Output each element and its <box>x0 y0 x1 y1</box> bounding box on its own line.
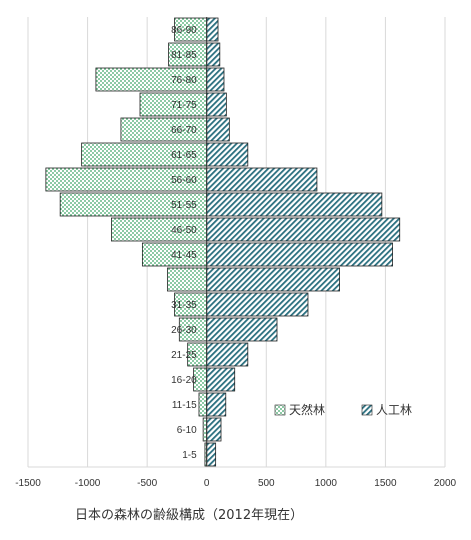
x-tick-label: -1500 <box>15 478 41 489</box>
bar-natural-6-10 <box>202 417 208 442</box>
category-label: 71-75 <box>171 100 197 111</box>
x-tick-label: 2000 <box>434 478 457 489</box>
bar-planted-6-10 <box>206 417 222 442</box>
category-label: 6-10 <box>177 425 197 436</box>
x-tick-label: -1000 <box>75 478 101 489</box>
x-tick-label: 1000 <box>315 478 338 489</box>
bar-planted-71-75 <box>206 92 227 117</box>
category-label: 1-5 <box>182 450 197 461</box>
bar-planted-41-45 <box>206 242 393 267</box>
bar-planted-51-55 <box>206 192 383 217</box>
category-label: 21-25 <box>171 350 197 361</box>
bar-planted-31-35 <box>206 292 309 317</box>
legend-label-planted: 人工林 <box>376 403 412 417</box>
x-axis-ticks: -1500 -1000 -500 0 500 1000 1500 2000 <box>15 478 456 489</box>
category-label: 61-65 <box>171 150 197 161</box>
category-label: 41-45 <box>171 250 197 261</box>
category-label: 51-55 <box>171 200 197 211</box>
category-labels: 1-5 6-10 11-15 16-20 21-25 26-30 31-35 41-45 46-… <box>171 25 197 461</box>
category-label: 16-20 <box>171 375 197 386</box>
bar-planted-76-80 <box>206 67 225 92</box>
category-label: 66-70 <box>171 125 197 136</box>
category-label: 26-30 <box>171 325 197 336</box>
bar-planted-56-60 <box>206 167 318 192</box>
category-label: 81-85 <box>171 50 197 61</box>
legend: 天然林 人工林 <box>274 402 412 417</box>
bar-planted-66-70 <box>206 117 230 142</box>
legend-swatch-planted <box>361 404 373 416</box>
bars <box>28 17 445 468</box>
bar-planted-46-50 <box>206 217 401 242</box>
bar-natural-36-40 <box>166 267 208 292</box>
legend-label-natural: 天然林 <box>289 402 325 417</box>
category-label: 76-80 <box>171 75 197 86</box>
x-tick-label: 500 <box>258 478 275 489</box>
chart-title: 日本の森林の齢級構成（2012年現在） <box>75 508 303 523</box>
x-tick-label: 0 <box>204 478 210 489</box>
bar-planted-1-5 <box>206 442 217 467</box>
gridlines <box>27 17 446 467</box>
bar-natural-11-15 <box>198 392 208 417</box>
bar-planted-16-20 <box>206 367 236 392</box>
category-label: 46-50 <box>171 225 197 236</box>
bar-planted-21-25 <box>206 342 249 367</box>
category-label: 86-90 <box>171 25 197 36</box>
bar-planted-61-65 <box>206 142 249 167</box>
bar-planted-36-40 <box>206 267 340 292</box>
x-tick-label: 1500 <box>374 478 397 489</box>
x-tick-label: -500 <box>137 478 157 489</box>
bar-planted-81-85 <box>206 42 221 67</box>
bar-planted-86-90 <box>206 17 219 42</box>
category-label: 56-60 <box>171 175 197 186</box>
bar-planted-26-30 <box>206 317 278 342</box>
category-label: 11-15 <box>172 400 197 411</box>
category-label: 31-35 <box>171 300 197 311</box>
legend-swatch-natural <box>274 404 286 416</box>
bar-planted-11-15 <box>206 392 227 417</box>
